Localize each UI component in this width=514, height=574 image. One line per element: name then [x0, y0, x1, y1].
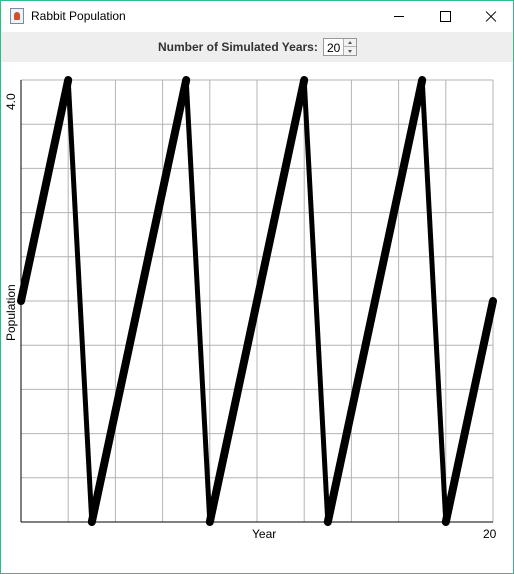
controls-panel: Number of Simulated Years: 20: [1, 32, 513, 62]
java-app-icon: [10, 8, 24, 24]
x-axis-label: Year: [252, 527, 276, 541]
spinner-increment-button[interactable]: [343, 39, 356, 47]
title-bar[interactable]: Rabbit Population: [1, 1, 513, 32]
series-segment: [446, 301, 493, 522]
x-max-tick-label: 20: [483, 527, 497, 541]
chevron-up-icon: [348, 41, 352, 44]
maximize-icon: [440, 11, 451, 22]
minimize-icon: [394, 16, 404, 17]
years-label: Number of Simulated Years:: [158, 40, 318, 54]
y-axis-label: Population: [4, 284, 18, 341]
y-max-tick-label: 4.0: [4, 93, 18, 110]
years-spinner-value[interactable]: 20: [327, 41, 340, 55]
years-spinner[interactable]: 20: [323, 38, 357, 56]
window-title: Rabbit Population: [31, 9, 126, 23]
maximize-button[interactable]: [422, 1, 468, 32]
series-segment: [21, 80, 68, 301]
population-chart: Population 4.0 Year 20: [1, 62, 513, 573]
close-button[interactable]: [468, 1, 514, 32]
close-icon: [485, 11, 497, 23]
minimize-button[interactable]: [376, 1, 422, 32]
chevron-down-icon: [348, 50, 352, 53]
chart-canvas: Population 4.0 Year 20: [1, 62, 513, 573]
spinner-decrement-button[interactable]: [343, 47, 356, 55]
